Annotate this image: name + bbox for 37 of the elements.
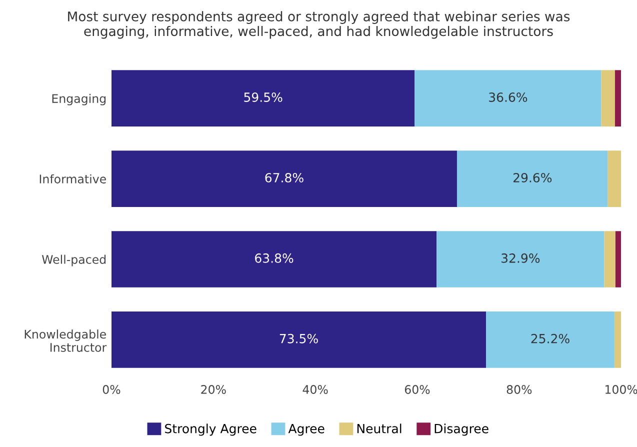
legend-label: Disagree [434, 424, 488, 436]
legend-label: Agree [288, 424, 324, 436]
legend-label: Strongly Agree [165, 424, 256, 436]
bar [414, 70, 602, 126]
bar [604, 231, 616, 288]
bar [614, 312, 622, 368]
y-tick-label: Knowledgable Instructor [24, 330, 107, 352]
y-tick-label: Well-paced [42, 254, 106, 266]
bar [601, 70, 615, 126]
bar [436, 231, 604, 288]
bar [111, 231, 437, 288]
x-tick-label: 100% [605, 385, 637, 394]
bar [111, 70, 415, 126]
bar [111, 312, 486, 368]
x-tick-label: 0% [102, 385, 120, 394]
data-label: 32.9% [502, 253, 540, 263]
bar [615, 231, 622, 288]
y-tick-label: Informative [40, 174, 106, 184]
bar [456, 150, 608, 207]
data-label: 63.8% [255, 253, 294, 263]
bar [486, 312, 614, 368]
data-label: 73.5% [280, 334, 318, 344]
data-label: 36.6% [489, 92, 528, 102]
legend-label: Neutral [357, 424, 402, 434]
data-label: 59.5% [244, 92, 282, 102]
chart-title: Most survey respondents agreed or strongly agreed that webinar series was engaging, informative, well-paced, and had knowledgelable instructors [68, 11, 570, 39]
bar [614, 70, 622, 126]
bar [111, 150, 457, 207]
y-tick-label: Engaging [52, 94, 106, 106]
data-label: 25.2% [531, 334, 570, 344]
data-label: 67.8% [265, 172, 304, 182]
x-tick-label: 80% [506, 385, 532, 394]
x-tick-label: 60% [404, 385, 430, 394]
x-tick-label: 40% [302, 385, 328, 394]
bar [608, 150, 622, 207]
data-label: 29.6% [513, 172, 552, 182]
x-tick-label: 20% [201, 385, 226, 394]
